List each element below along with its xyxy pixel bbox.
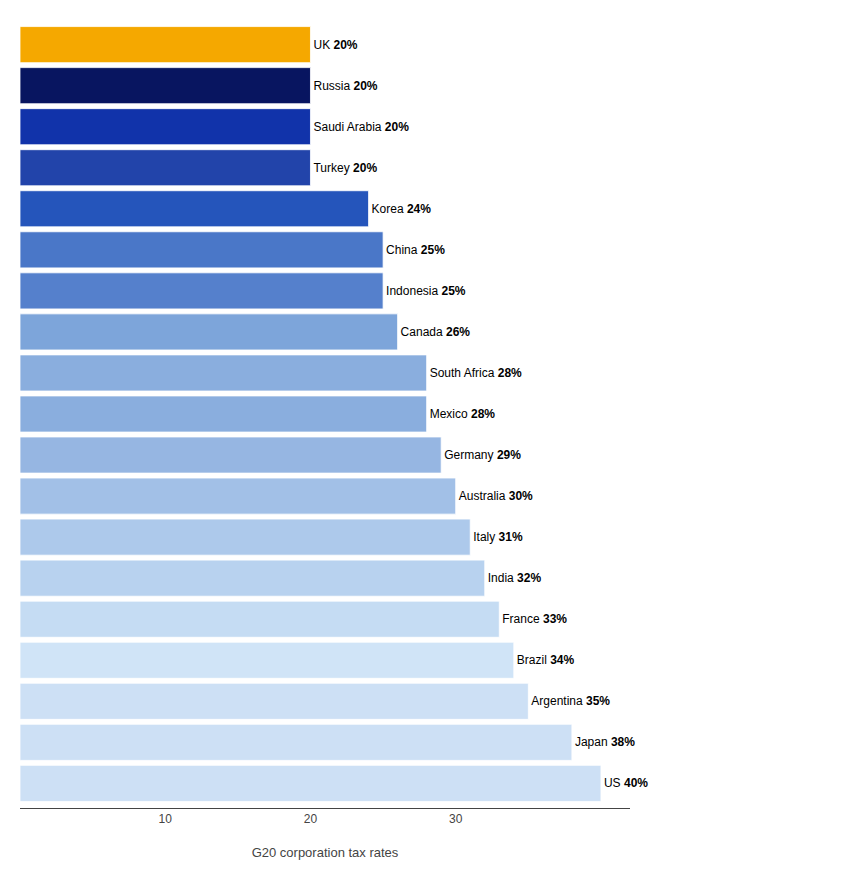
svg-text:Turkey 20%: Turkey 20% <box>313 161 377 175</box>
svg-text:UK 20%: UK 20% <box>313 38 357 52</box>
svg-text:Japan 38%: Japan 38% <box>575 735 635 749</box>
svg-text:Brazil 34%: Brazil 34% <box>517 653 575 667</box>
svg-text:France 33%: France 33% <box>502 612 567 626</box>
svg-text:Canada 26%: Canada 26% <box>401 325 471 339</box>
svg-text:G20 corporation tax rates: G20 corporation tax rates <box>252 845 399 860</box>
svg-text:Saudi Arabia 20%: Saudi Arabia 20% <box>313 120 409 134</box>
svg-text:Germany 29%: Germany 29% <box>444 448 521 462</box>
svg-text:20: 20 <box>304 812 318 826</box>
svg-text:South Africa 28%: South Africa 28% <box>430 366 522 380</box>
svg-text:Mexico 28%: Mexico 28% <box>430 407 496 421</box>
svg-text:30: 30 <box>449 812 463 826</box>
svg-text:Russia 20%: Russia 20% <box>313 79 377 93</box>
svg-text:India 32%: India 32% <box>488 571 542 585</box>
svg-text:Italy 31%: Italy 31% <box>473 530 523 544</box>
svg-text:Korea 24%: Korea 24% <box>372 202 432 216</box>
svg-text:China 25%: China 25% <box>386 243 445 257</box>
svg-text:Australia 30%: Australia 30% <box>459 489 533 503</box>
svg-text:Indonesia 25%: Indonesia 25% <box>386 284 466 298</box>
svg-text:10: 10 <box>159 812 173 826</box>
svg-text:Argentina 35%: Argentina 35% <box>531 694 610 708</box>
svg-text:US 40%: US 40% <box>604 776 648 790</box>
